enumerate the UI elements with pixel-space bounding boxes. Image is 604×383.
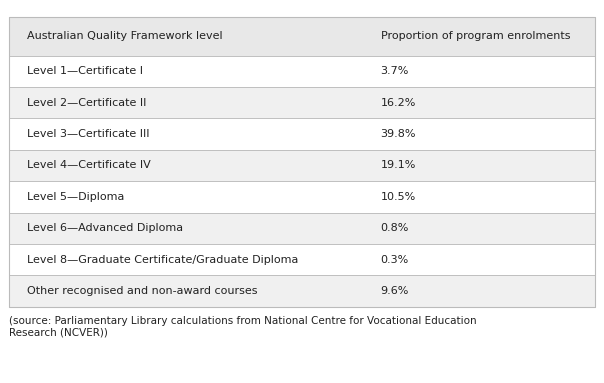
Text: Level 1—Certificate I: Level 1—Certificate I: [27, 66, 143, 76]
Text: (source: Parliamentary Library calculations from National Centre for Vocational : (source: Parliamentary Library calculati…: [9, 316, 477, 338]
FancyBboxPatch shape: [9, 87, 595, 118]
FancyBboxPatch shape: [9, 56, 595, 87]
Text: Australian Quality Framework level: Australian Quality Framework level: [27, 31, 223, 41]
Text: Other recognised and non-award courses: Other recognised and non-award courses: [27, 286, 258, 296]
Text: Level 8—Graduate Certificate/Graduate Diploma: Level 8—Graduate Certificate/Graduate Di…: [27, 255, 298, 265]
Text: Level 2—Certificate II: Level 2—Certificate II: [27, 98, 147, 108]
FancyBboxPatch shape: [9, 275, 595, 307]
Text: Level 4—Certificate IV: Level 4—Certificate IV: [27, 160, 151, 170]
Text: Level 6—Advanced Diploma: Level 6—Advanced Diploma: [27, 223, 183, 233]
Text: 39.8%: 39.8%: [381, 129, 416, 139]
FancyBboxPatch shape: [9, 17, 595, 56]
Text: 19.1%: 19.1%: [381, 160, 416, 170]
FancyBboxPatch shape: [9, 244, 595, 275]
Text: 0.3%: 0.3%: [381, 255, 409, 265]
FancyBboxPatch shape: [9, 213, 595, 244]
Text: Proportion of program enrolments: Proportion of program enrolments: [381, 31, 570, 41]
Text: 3.7%: 3.7%: [381, 66, 409, 76]
Text: Level 5—Diploma: Level 5—Diploma: [27, 192, 124, 202]
Text: 9.6%: 9.6%: [381, 286, 409, 296]
Text: 0.8%: 0.8%: [381, 223, 409, 233]
Text: 16.2%: 16.2%: [381, 98, 416, 108]
FancyBboxPatch shape: [9, 150, 595, 181]
Text: 10.5%: 10.5%: [381, 192, 416, 202]
FancyBboxPatch shape: [9, 118, 595, 150]
FancyBboxPatch shape: [9, 181, 595, 213]
Text: Level 3—Certificate III: Level 3—Certificate III: [27, 129, 150, 139]
